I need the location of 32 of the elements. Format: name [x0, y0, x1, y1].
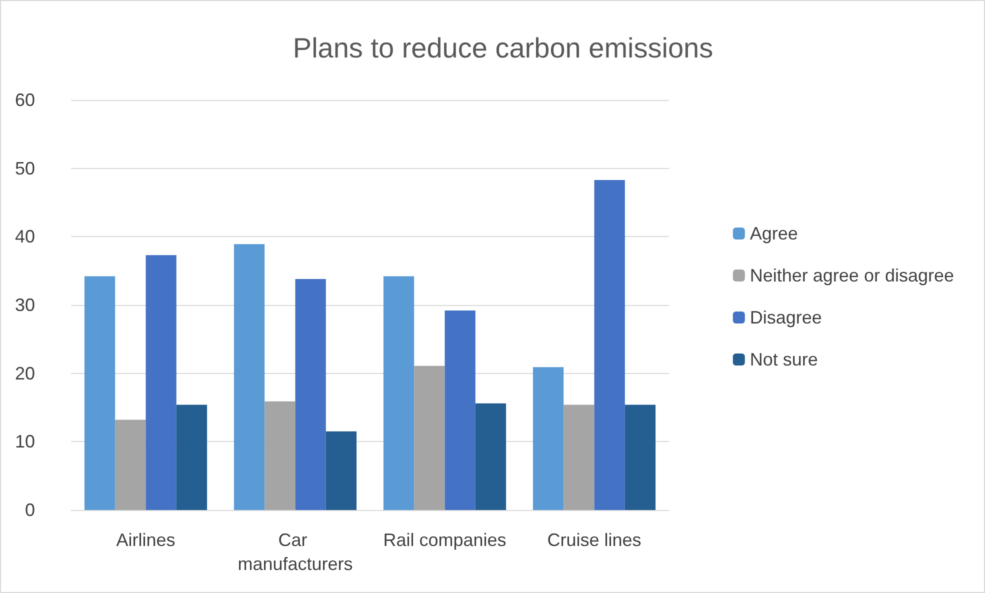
- x-tick-label: Rail companies: [383, 530, 506, 550]
- bar: [564, 404, 594, 510]
- bar: [444, 310, 476, 510]
- y-tick-label: 20: [14, 363, 35, 384]
- x-tick-label: Airlines: [116, 530, 176, 550]
- y-tick-label: 0: [24, 500, 35, 520]
- bar: [326, 431, 357, 510]
- bar: [295, 279, 326, 510]
- bar: [594, 180, 625, 510]
- legend-label: Neither agree or disagree: [750, 266, 954, 286]
- bar: [84, 276, 116, 510]
- y-tick-label: 30: [14, 295, 35, 315]
- x-tick-label: Car manufacturers: [238, 530, 353, 574]
- x-tick-label: Cruise lines: [547, 530, 642, 550]
- y-tick-label: 10: [14, 432, 35, 452]
- chart-title: Plans to reduce carbon emissions: [292, 32, 714, 64]
- bar: [234, 244, 265, 510]
- bar: [624, 404, 656, 510]
- bar: [264, 401, 296, 510]
- bar: [414, 366, 445, 510]
- bar: [146, 255, 176, 510]
- y-tick-label: 40: [14, 226, 35, 247]
- bar: [176, 404, 208, 510]
- y-tick-label: 60: [14, 90, 35, 110]
- legend-label: Disagree: [750, 308, 822, 328]
- legend-label: Not sure: [750, 350, 818, 370]
- y-tick-label: 50: [14, 158, 35, 178]
- bar: [115, 420, 146, 510]
- bar: [532, 367, 564, 510]
- bar: [383, 276, 414, 510]
- bar: [475, 403, 506, 510]
- legend-label: Agree: [750, 224, 798, 244]
